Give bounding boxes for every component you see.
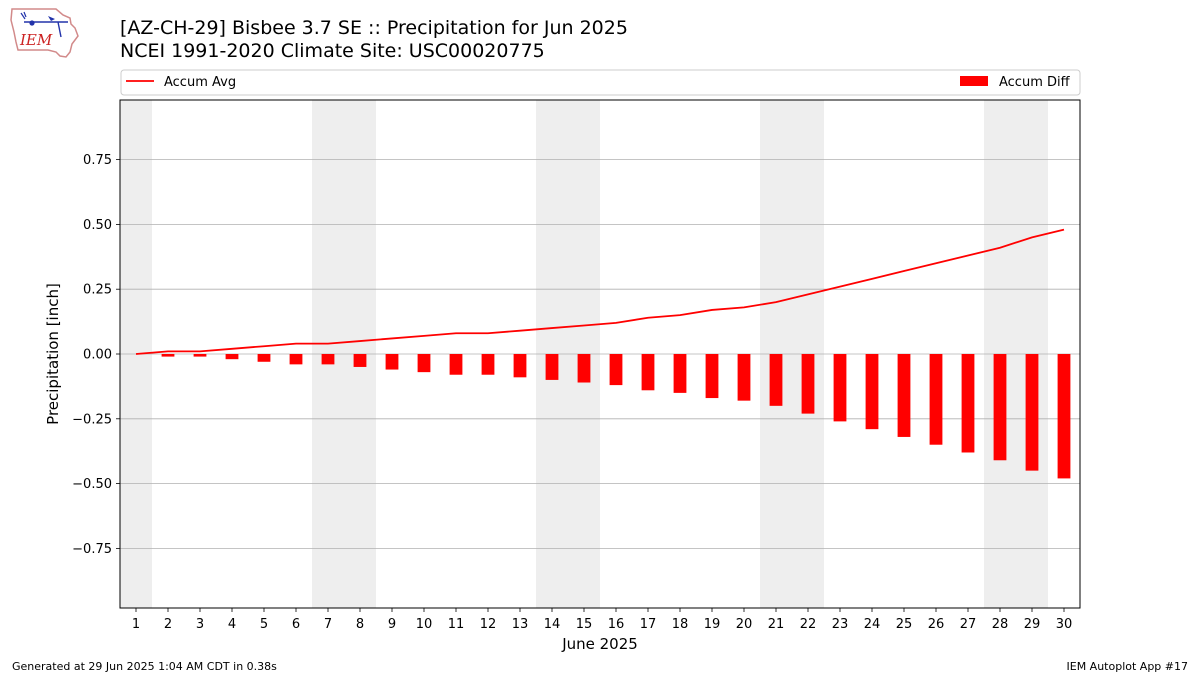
legend: Accum Avg Accum Diff bbox=[120, 69, 1081, 96]
x-tick-label: 22 bbox=[800, 617, 817, 632]
chart-subtitle: NCEI 1991-2020 Climate Site: USC00020775 bbox=[120, 40, 545, 62]
x-tick-label: 9 bbox=[388, 617, 396, 632]
legend-label-accum-avg: Accum Avg bbox=[164, 75, 236, 90]
accum-diff-bar bbox=[641, 354, 655, 391]
y-tick-label: −0.50 bbox=[72, 477, 112, 492]
x-tick-label: 21 bbox=[768, 617, 785, 632]
x-tick-label: 29 bbox=[1024, 617, 1041, 632]
accum-diff-bar bbox=[449, 354, 463, 375]
x-tick-label: 27 bbox=[960, 617, 977, 632]
plot-frame bbox=[119, 99, 1081, 609]
x-tick-label: 10 bbox=[416, 617, 433, 632]
accum-diff-bar bbox=[193, 354, 207, 357]
accum-diff-bar bbox=[705, 354, 719, 399]
accum-diff-bar bbox=[929, 354, 943, 445]
accum-diff-bar bbox=[1025, 354, 1039, 471]
accum-diff-bar bbox=[481, 354, 495, 375]
x-tick-label: 4 bbox=[228, 617, 236, 632]
accum-diff-bar bbox=[321, 354, 335, 365]
accum-diff-bar bbox=[801, 354, 815, 414]
y-tick-label: 0.00 bbox=[83, 348, 112, 363]
x-tick-label: 15 bbox=[576, 617, 593, 632]
x-tick-label: 28 bbox=[992, 617, 1009, 632]
x-tick-label: 25 bbox=[896, 617, 913, 632]
accum-diff-bar bbox=[513, 354, 527, 378]
accum-diff-bar bbox=[1057, 354, 1071, 479]
x-tick-label: 11 bbox=[448, 617, 465, 632]
accum-diff-bar bbox=[833, 354, 847, 422]
x-tick-label: 30 bbox=[1056, 617, 1073, 632]
x-tick-label: 14 bbox=[544, 617, 561, 632]
x-tick-label: 17 bbox=[640, 617, 657, 632]
accum-diff-bar bbox=[769, 354, 783, 406]
x-tick-label: 20 bbox=[736, 617, 753, 632]
accum-diff-bar bbox=[865, 354, 879, 430]
x-tick-label: 12 bbox=[480, 617, 497, 632]
y-tick-label: 0.75 bbox=[83, 153, 112, 168]
accum-diff-bar bbox=[545, 354, 559, 380]
y-tick-label: −0.75 bbox=[72, 542, 112, 557]
y-tick-label: 0.50 bbox=[83, 218, 112, 233]
y-tick-label: 0.25 bbox=[83, 283, 112, 298]
accum-diff-bar bbox=[417, 354, 431, 373]
accum-diff-bar bbox=[673, 354, 687, 393]
x-tick-label: 24 bbox=[864, 617, 881, 632]
x-tick-label: 5 bbox=[260, 617, 268, 632]
x-tick-label: 8 bbox=[356, 617, 364, 632]
legend-label-accum-diff: Accum Diff bbox=[999, 75, 1071, 90]
accum-diff-bar bbox=[385, 354, 399, 370]
accum-diff-bar bbox=[961, 354, 975, 453]
generated-timestamp: Generated at 29 Jun 2025 1:04 AM CDT in … bbox=[12, 660, 277, 673]
accum-diff-bar bbox=[257, 354, 271, 362]
iem-logo: IEM bbox=[10, 8, 79, 58]
x-axis-label: June 2025 bbox=[561, 635, 638, 653]
x-tick-label: 7 bbox=[324, 617, 332, 632]
x-tick-label: 3 bbox=[196, 617, 204, 632]
legend-swatch-accum-diff bbox=[960, 76, 988, 86]
accum-diff-bar bbox=[609, 354, 623, 386]
accum-diff-bar bbox=[353, 354, 367, 367]
chart-title: [AZ-CH-29] Bisbee 3.7 SE :: Precipitatio… bbox=[120, 17, 628, 39]
y-tick-label: −0.25 bbox=[72, 412, 112, 427]
x-tick-label: 18 bbox=[672, 617, 689, 632]
x-tick-label: 16 bbox=[608, 617, 625, 632]
accum-diff-bar bbox=[161, 354, 175, 357]
x-tick-label: 23 bbox=[832, 617, 849, 632]
x-tick-label: 26 bbox=[928, 617, 945, 632]
x-tick-label: 13 bbox=[512, 617, 529, 632]
accum-diff-bar bbox=[289, 354, 303, 365]
x-tick-label: 2 bbox=[164, 617, 172, 632]
accum-avg-line bbox=[135, 228, 1065, 355]
autoplot-app-label: IEM Autoplot App #17 bbox=[1066, 660, 1189, 673]
accum-diff-bar bbox=[993, 354, 1007, 461]
accum-diff-bar bbox=[737, 354, 751, 401]
accum-diff-bar bbox=[577, 354, 591, 383]
y-axis-label: Precipitation [inch] bbox=[44, 283, 62, 425]
legend-box bbox=[120, 69, 1081, 96]
x-tick-label: 19 bbox=[704, 617, 721, 632]
x-tick-label: 1 bbox=[132, 617, 140, 632]
accum-diff-bar bbox=[225, 354, 239, 360]
accum-diff-bar bbox=[897, 354, 911, 437]
logo-text: IEM bbox=[19, 31, 53, 49]
x-tick-label: 6 bbox=[292, 617, 300, 632]
